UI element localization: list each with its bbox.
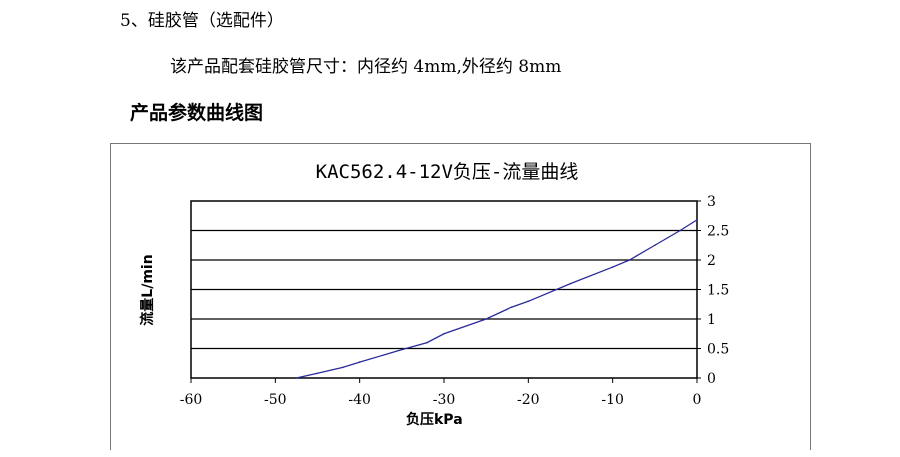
data-point: [443, 332, 445, 335]
data-point: [679, 229, 681, 232]
x-tick-label: -30: [433, 392, 456, 408]
x-tick-label: -20: [517, 392, 540, 408]
data-point: [696, 219, 698, 221]
y-tick-label: 1: [707, 312, 716, 328]
data-point: [295, 377, 298, 379]
data-point: [527, 300, 530, 303]
x-tick-label: -40: [348, 392, 371, 408]
y-tick-label: 1.5: [707, 283, 729, 299]
section-title: 产品参数曲线图: [130, 102, 264, 124]
data-point: [654, 244, 656, 247]
item-heading: 5、硅胶管（选配件）: [120, 11, 284, 31]
y-tick-label: 2.5: [707, 224, 729, 240]
data-point: [401, 348, 403, 351]
chart-frame: [110, 143, 811, 450]
data-point: [510, 306, 513, 309]
y-tick-label: 0.5: [707, 342, 729, 358]
x-tick-label: -50: [264, 392, 287, 408]
data-point: [569, 282, 572, 285]
chart-title: KAC562.4-12V负压-流量曲线: [316, 161, 579, 183]
x-tick-label: 0: [693, 392, 702, 408]
data-point: [611, 266, 614, 268]
y-tick-label: 3: [707, 194, 716, 210]
series-line: [296, 219, 698, 379]
x-tick-label: -60: [180, 392, 203, 408]
item-description: 该产品配套硅胶管尺寸：内径约 4mm,外径约 8mm: [170, 57, 562, 77]
data-point: [628, 259, 631, 261]
data-point: [485, 318, 487, 320]
data-point: [358, 361, 361, 363]
x-axis-label: 负压kPa: [406, 411, 463, 428]
y-tick-label: 0: [707, 371, 716, 387]
data-point: [426, 341, 428, 344]
y-tick-label: 2: [707, 253, 716, 269]
y-axis-label: 流量L/min: [139, 254, 156, 325]
data-point: [342, 366, 344, 369]
data-point: [316, 372, 319, 375]
x-tick-label: -10: [601, 392, 624, 408]
